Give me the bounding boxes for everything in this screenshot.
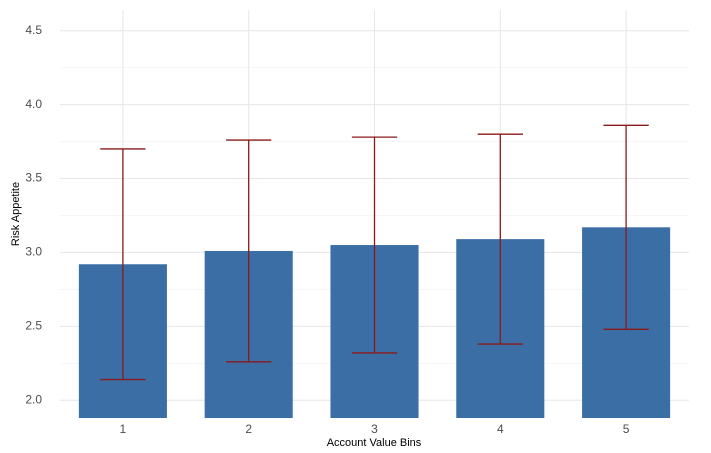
y-tick-label: 4.0 (25, 97, 42, 111)
x-tick-label: 2 (245, 422, 252, 436)
error-bar (603, 124, 649, 330)
y-tick-label: 2.0 (25, 392, 42, 406)
x-tick-label: 4 (497, 422, 504, 436)
x-tick-label: 5 (623, 422, 630, 436)
y-axis-title: Risk Appetite (10, 182, 22, 246)
y-tick-label: 3.0 (25, 245, 42, 259)
x-axis-title: Account Value Bins (327, 437, 422, 449)
y-tick-label: 3.5 (25, 171, 42, 185)
error-bar (226, 139, 272, 363)
y-tick-label: 4.5 (25, 23, 42, 37)
error-bar (100, 148, 146, 381)
x-tick-label: 1 (120, 422, 127, 436)
error-bar (477, 133, 523, 345)
y-tick-label: 2.5 (25, 319, 42, 333)
x-tick-label: 3 (371, 422, 378, 436)
error-bar (351, 136, 398, 354)
